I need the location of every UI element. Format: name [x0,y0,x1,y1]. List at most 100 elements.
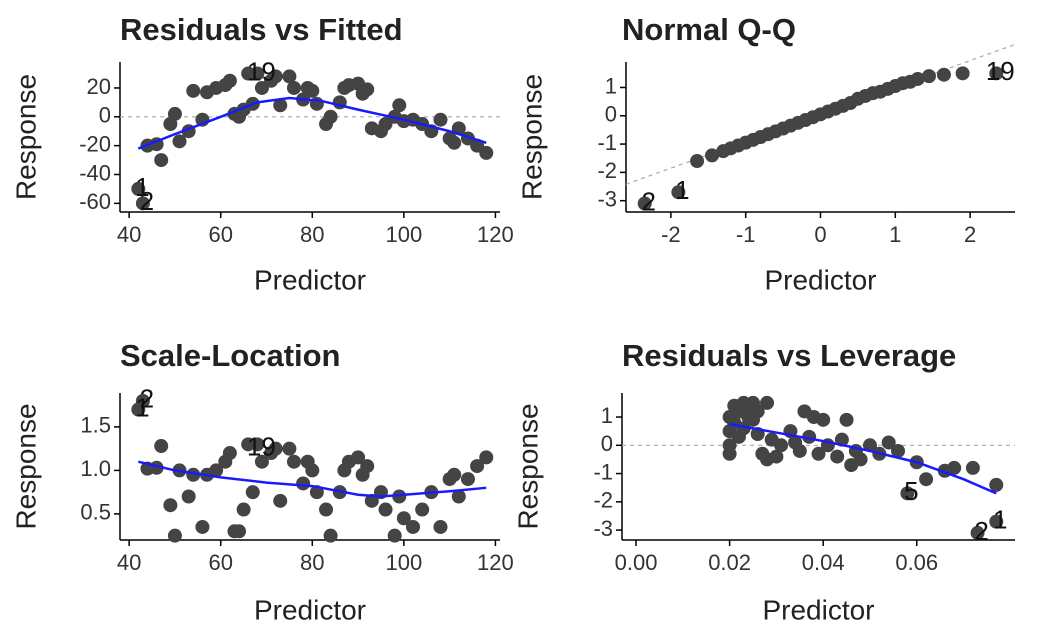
point [209,463,224,478]
y-tick-label: 1 [605,73,617,98]
smooth-line [137,96,487,150]
panel-title: Residuals vs Leverage [622,338,956,373]
point [919,472,934,487]
point-label: 1 [135,172,149,202]
point [163,498,178,513]
point [245,485,260,500]
point [364,493,379,508]
point [947,460,962,475]
point [862,438,877,453]
x-tick-label: 100 [385,550,422,575]
point [135,196,150,211]
point [671,185,686,200]
x-tick-label: 0.04 [802,550,845,575]
y-tick-label: 0 [99,103,111,128]
x-axis-title: Predictor [764,264,876,295]
y-tick-label: -2 [593,488,613,513]
point [722,446,737,461]
point [135,393,150,408]
x-tick-label: 0.06 [895,550,938,575]
point [222,446,237,461]
point [319,502,334,517]
y-tick-label: 1 [601,403,613,428]
panel-title: Scale-Location [120,338,341,373]
point [186,83,201,98]
x-tick-label: 80 [300,222,324,247]
point-label: 19 [247,432,276,462]
point [387,528,402,543]
point-label: 1 [135,392,149,422]
y-tick-label: 0 [601,431,613,456]
point [853,452,868,467]
point [351,450,366,465]
point [970,525,985,540]
x-tick-label: 0.00 [615,550,658,575]
point-label: 1 [993,505,1007,535]
point [792,443,807,458]
point [769,449,784,464]
y-tick-label: 1.5 [80,413,111,438]
x-tick-label: 100 [385,222,422,247]
y-tick-label: -60 [79,189,111,214]
x-tick-label: -2 [661,222,681,247]
point-label: 19 [986,56,1015,86]
point [305,463,320,478]
point [323,109,338,124]
y-tick-label: 20 [87,74,111,99]
point [955,66,970,81]
point [705,148,720,163]
point [186,467,201,482]
point [282,69,297,84]
point [273,98,288,113]
x-tick-label: -1 [736,222,756,247]
point [936,67,951,82]
point [460,472,475,487]
x-tick-label: 40 [117,550,141,575]
point [167,106,182,121]
panel: Residuals vs Leverage Predictor Response 0.… [512,338,1015,625]
point [415,502,430,517]
point [479,450,494,465]
point [989,66,1004,81]
point [470,459,485,474]
point [378,502,393,517]
x-axis-title: Predictor [762,594,874,625]
point [839,412,854,427]
y-tick-label: -2 [597,158,617,183]
point [250,66,265,81]
y-tick-label: -40 [79,160,111,185]
point [232,524,247,539]
point [268,69,283,84]
y-axis-title: Response [512,403,543,529]
panel: Residuals vs Fitted Predictor Response 40 60… [10,12,513,295]
y-tick-label: -1 [593,459,613,484]
point [396,511,411,526]
qq-line [625,43,1016,185]
y-tick-label: -3 [593,516,613,541]
point [323,528,338,543]
smooth-line [729,422,997,495]
point [989,514,1004,529]
point [900,486,915,501]
point [637,196,652,211]
y-tick-label: -1 [597,130,617,155]
x-axis-title: Predictor [254,264,366,295]
point [181,489,196,504]
panel-title: Residuals vs Fitted [120,12,403,47]
point [154,439,169,454]
point [167,528,182,543]
x-tick-label: 80 [300,550,324,575]
point [360,459,375,474]
x-tick-label: 0 [814,222,826,247]
x-tick-label: 0.02 [708,550,751,575]
point [774,438,789,453]
y-tick-label: -20 [79,131,111,156]
point [881,435,896,450]
y-tick-label: 0.5 [80,500,111,525]
point [451,489,466,504]
point [236,502,251,517]
point [760,395,775,410]
point-label: 1 [675,175,689,205]
